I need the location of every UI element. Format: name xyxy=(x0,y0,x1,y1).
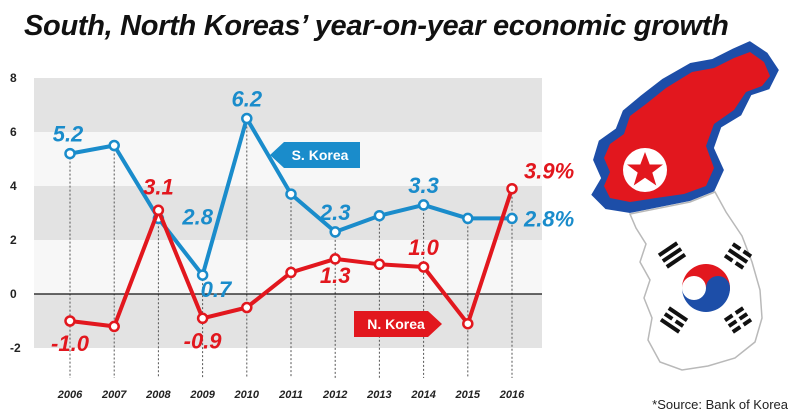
red-star-icon xyxy=(627,152,663,186)
x-axis: 2006 2007 2008 2009 2010 2011 2012 2013 2014 2015… xyxy=(57,389,525,401)
data-label: 2.3 xyxy=(319,200,351,225)
grid-band xyxy=(34,78,542,132)
x-tick-label: 2010 xyxy=(234,389,260,401)
data-point xyxy=(64,147,76,160)
data-point xyxy=(196,312,209,325)
x-tick-label: 2012 xyxy=(322,389,347,401)
data-label: 3.9% xyxy=(524,159,574,184)
data-point xyxy=(196,269,209,281)
callout-label: S. Korea xyxy=(292,147,349,163)
callout-n-korea: N. Korea xyxy=(354,311,442,337)
trigram-bottom-right xyxy=(723,306,753,334)
data-label: -0.9 xyxy=(184,328,223,353)
data-point xyxy=(417,261,430,273)
x-tick-label: 2015 xyxy=(455,389,481,401)
y-tick-label: -2 xyxy=(10,341,21,355)
data-label: 2.8 xyxy=(181,204,213,229)
data-point xyxy=(108,139,120,152)
x-tick-label: 2014 xyxy=(410,389,435,401)
y-tick-label: 0 xyxy=(10,287,17,301)
drop-lines xyxy=(69,118,513,378)
x-tick-label: 2009 xyxy=(189,389,215,401)
grid-bands xyxy=(34,78,542,348)
taegeuk-icon xyxy=(682,264,730,312)
data-label: 0.7 xyxy=(201,277,233,302)
data-label: 1.0 xyxy=(408,235,439,260)
data-label: 2.8% xyxy=(523,206,574,231)
data-point xyxy=(462,212,474,225)
data-point xyxy=(241,112,253,125)
data-point xyxy=(329,253,341,265)
data-point xyxy=(417,199,430,211)
y-tick-label: 8 xyxy=(10,71,17,85)
x-tick-label: 2011 xyxy=(278,389,303,401)
data-label: 6.2 xyxy=(232,87,263,112)
data-point xyxy=(506,212,518,225)
callout-s-korea: S. Korea xyxy=(270,142,360,168)
data-label: 3.3 xyxy=(408,173,439,198)
y-axis: -2 0 2 4 6 8 xyxy=(10,71,21,355)
grid-band xyxy=(34,240,542,294)
callout-arrow-left xyxy=(270,142,360,168)
trigram-bottom-left xyxy=(659,306,689,334)
y-tick-label: 6 xyxy=(10,125,17,139)
callout-arrow-right xyxy=(354,311,442,337)
data-label: 5.2 xyxy=(53,122,84,147)
data-point xyxy=(64,315,76,327)
korea-map xyxy=(588,38,782,371)
south-korea-shape xyxy=(628,191,763,371)
data-point xyxy=(506,182,518,195)
callout-label: N. Korea xyxy=(367,316,425,332)
data-point xyxy=(108,320,120,333)
trigram-top-left xyxy=(657,241,687,269)
x-tick-label: 2016 xyxy=(499,389,525,401)
data-point xyxy=(373,209,386,222)
data-label: -1.0 xyxy=(51,331,90,356)
data-point xyxy=(285,188,297,200)
data-point xyxy=(285,266,297,279)
y-tick-label: 4 xyxy=(10,179,17,193)
trigram-top-right xyxy=(723,242,753,270)
y-tick-label: 2 xyxy=(10,233,17,247)
x-tick-label: 2007 xyxy=(101,389,127,401)
x-tick-label: 2008 xyxy=(145,389,171,401)
grid-band xyxy=(34,294,542,348)
x-tick-label: 2013 xyxy=(366,389,391,401)
data-point xyxy=(462,317,474,330)
series-layer: 5.2 2.8 0.7 6.2 2.3 3.3 2.8% -1.0 3.1 -0.9 1.3 1.0 3… xyxy=(51,87,574,357)
series-callouts: S. Korea N. Korea xyxy=(270,142,442,337)
data-label: 1.3 xyxy=(320,263,351,288)
data-label: 3.1 xyxy=(143,174,174,199)
data-point xyxy=(152,204,165,217)
data-point xyxy=(241,301,253,314)
data-point xyxy=(373,258,386,271)
source-note: *Source: Bank of Korea xyxy=(652,397,788,412)
data-point xyxy=(329,226,341,238)
chart-title: South, North Koreas’ year-on-year econom… xyxy=(24,10,729,42)
x-tick-label: 2006 xyxy=(57,389,83,401)
